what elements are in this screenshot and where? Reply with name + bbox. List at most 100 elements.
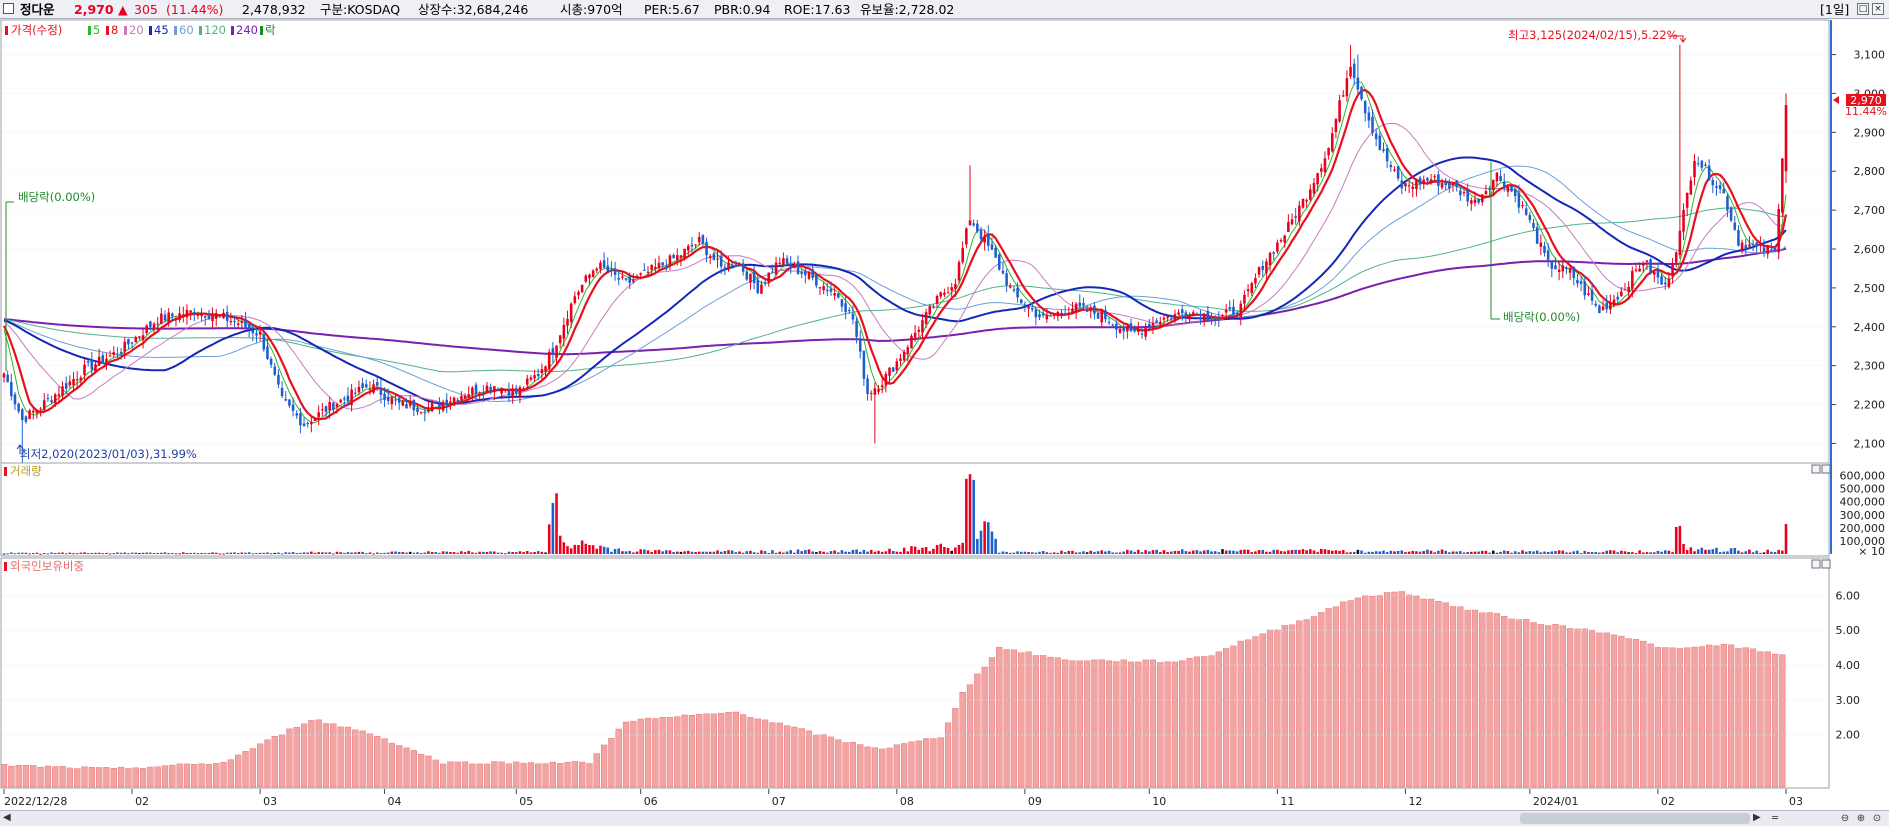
candle bbox=[482, 385, 485, 402]
volume-bar bbox=[1462, 552, 1466, 554]
volume-bar bbox=[1404, 552, 1407, 554]
foreign-bar bbox=[1230, 645, 1237, 788]
candle bbox=[405, 398, 408, 409]
volume-bar bbox=[844, 551, 847, 554]
volume-value: 2,478,932 bbox=[242, 2, 306, 17]
candle bbox=[1019, 298, 1023, 304]
candle bbox=[138, 335, 141, 340]
candle bbox=[236, 319, 240, 329]
candle bbox=[101, 352, 105, 364]
legend-ma60: 60 bbox=[179, 23, 194, 37]
foreign-bar bbox=[981, 666, 988, 788]
volume-bars bbox=[2, 474, 1788, 555]
volume-bar bbox=[97, 552, 101, 554]
volume-bar bbox=[1140, 552, 1144, 554]
foreign-bar bbox=[1208, 655, 1215, 788]
foreign-bar bbox=[1501, 616, 1508, 788]
select-checkbox[interactable] bbox=[3, 3, 14, 14]
volume-bar bbox=[1071, 550, 1074, 554]
candle bbox=[767, 272, 771, 287]
price-scrollbar[interactable] bbox=[1830, 20, 1832, 554]
candle bbox=[222, 308, 225, 319]
candle bbox=[961, 241, 964, 265]
foreign-bar bbox=[1662, 647, 1669, 788]
volume-bar bbox=[1444, 550, 1447, 554]
scroll-right-icon[interactable]: ▶ bbox=[1753, 812, 1761, 823]
foreign-bar bbox=[249, 748, 256, 788]
candle bbox=[247, 323, 251, 338]
volume-bar bbox=[749, 550, 752, 554]
candle bbox=[233, 315, 236, 328]
foreign-bar bbox=[1727, 644, 1735, 788]
foreign-bar bbox=[154, 766, 161, 788]
foreign-close-icon[interactable] bbox=[1821, 559, 1831, 569]
candle bbox=[291, 397, 295, 417]
candle bbox=[833, 286, 836, 301]
volume-bar bbox=[1159, 552, 1162, 554]
foreign-bar bbox=[293, 726, 300, 788]
candle bbox=[1762, 239, 1766, 257]
volume-bar bbox=[280, 553, 284, 555]
candle bbox=[1733, 215, 1737, 231]
volume-bar bbox=[1565, 552, 1568, 554]
zoom-out-icon[interactable]: ⊖ bbox=[1840, 813, 1850, 824]
date-tick-label: 09 bbox=[1028, 795, 1042, 808]
candle bbox=[847, 307, 851, 314]
foreign-bar bbox=[125, 768, 132, 788]
volume-bar bbox=[624, 551, 628, 554]
volume-bar bbox=[924, 546, 928, 554]
candle bbox=[632, 273, 635, 284]
volume-maximize-icon[interactable] bbox=[1811, 464, 1821, 474]
scroll-thumb[interactable] bbox=[1520, 813, 1750, 824]
volume-bar bbox=[108, 553, 112, 555]
scroll-left-icon[interactable]: ◀ bbox=[3, 812, 11, 823]
volume-bar bbox=[577, 545, 580, 554]
candle bbox=[1038, 309, 1041, 321]
legend: 가격(수정) 5 8 20 45 60 120 240 락 bbox=[5, 23, 276, 37]
volume-bar bbox=[610, 551, 613, 554]
per-value: PER:5.67 bbox=[644, 2, 700, 17]
chart-area[interactable]: 3,1003,0002,9002,8002,7002,6002,5002,400… bbox=[0, 19, 1889, 810]
foreign-bar bbox=[557, 763, 564, 788]
volume-bar bbox=[463, 552, 467, 554]
maximize-icon[interactable]: □ bbox=[1857, 3, 1869, 15]
foreign-bar bbox=[1318, 612, 1325, 788]
foreign-bar bbox=[381, 738, 388, 788]
volume-bar bbox=[266, 552, 269, 554]
close-icon[interactable]: × bbox=[1872, 3, 1884, 15]
volume-bar bbox=[1360, 550, 1363, 554]
candle bbox=[844, 294, 847, 320]
volume-bar bbox=[1323, 549, 1327, 554]
period-selector[interactable]: [1일] bbox=[1820, 2, 1850, 17]
candle bbox=[899, 353, 902, 366]
volume-bar bbox=[555, 493, 558, 554]
volume-bar bbox=[375, 552, 379, 554]
foreign-maximize-icon[interactable] bbox=[1811, 559, 1821, 569]
volume-bar bbox=[101, 553, 105, 555]
candle bbox=[946, 286, 950, 294]
volume-bar bbox=[1609, 550, 1612, 554]
foreign-tick-label: 6.00 bbox=[1836, 589, 1861, 602]
volume-bar bbox=[1674, 526, 1678, 554]
foreign-bar bbox=[637, 718, 644, 788]
volume-bar bbox=[1096, 551, 1100, 554]
volume-close-icon[interactable] bbox=[1821, 464, 1831, 474]
volume-bar bbox=[200, 553, 203, 555]
volume-bar bbox=[829, 551, 833, 554]
foreign-bar bbox=[1632, 639, 1640, 788]
stock-name[interactable]: 정다운 bbox=[20, 2, 55, 17]
zoom-in-icon[interactable]: ⊕ bbox=[1856, 813, 1866, 824]
foreign-bar bbox=[147, 766, 154, 788]
volume-bar bbox=[1111, 552, 1114, 554]
foreign-bar bbox=[308, 720, 315, 788]
volume-bar bbox=[46, 553, 50, 555]
volume-bar bbox=[1470, 551, 1473, 554]
zoom-slider-icon[interactable]: ═ bbox=[1771, 813, 1779, 824]
candle bbox=[343, 395, 346, 408]
volume-bar bbox=[1052, 552, 1056, 554]
ma8-line bbox=[3, 88, 1788, 421]
candle bbox=[877, 384, 880, 395]
candle bbox=[690, 237, 694, 253]
zoom-reset-icon[interactable]: ⊙ bbox=[1872, 813, 1882, 824]
volume-bar bbox=[1495, 552, 1499, 554]
